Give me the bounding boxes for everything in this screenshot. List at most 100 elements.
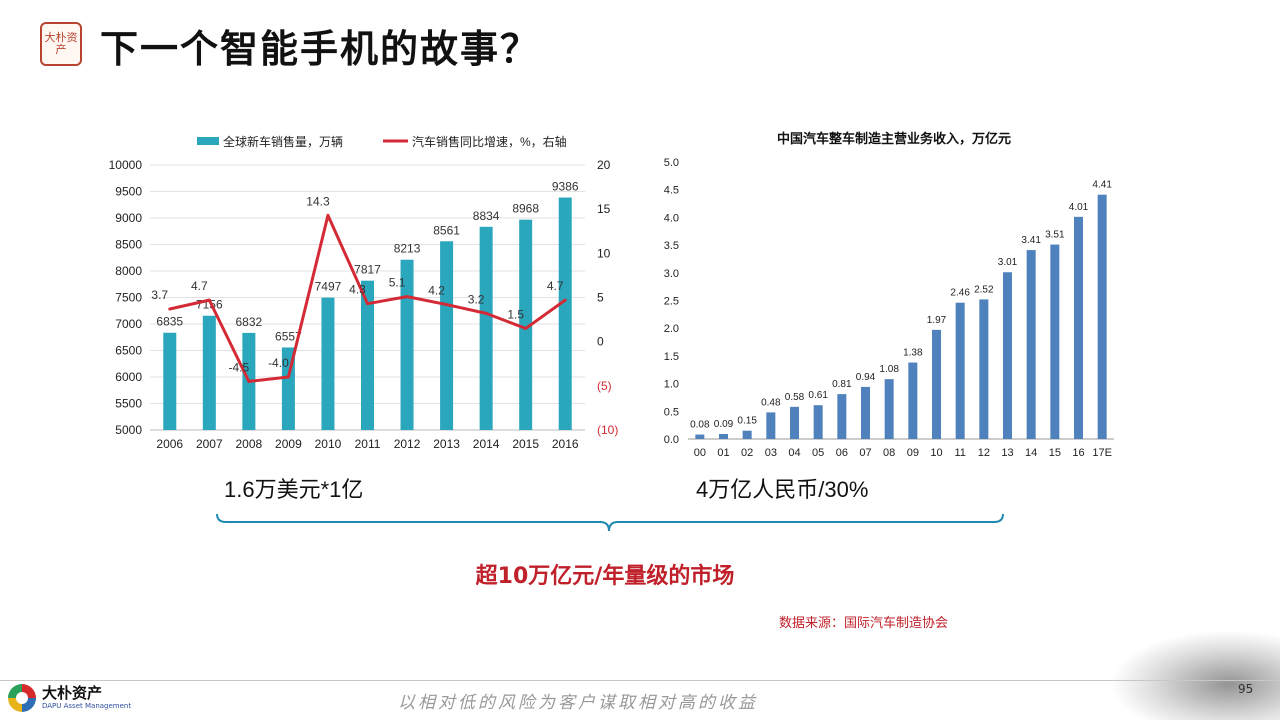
x-axis-tick-label: 10 — [930, 447, 942, 459]
data-source: 数据来源：国际汽车制造协会 — [779, 616, 949, 631]
legend-bar-swatch — [197, 137, 219, 145]
growth-point — [168, 307, 172, 311]
sales-bar-label: 9386 — [552, 180, 579, 194]
revenue-bar — [884, 379, 894, 439]
sales-bar — [163, 332, 177, 430]
growth-point-label: 3.2 — [468, 292, 485, 306]
revenue-bar-label: 2.52 — [974, 284, 994, 295]
growth-point — [207, 298, 211, 302]
growth-point-label: 3.7 — [151, 288, 168, 302]
revenue-bar-label: 1.97 — [927, 315, 947, 326]
company-logo: 大朴资产 DAPU Asset Management — [8, 684, 131, 712]
revenue-bar-label: 1.38 — [903, 348, 923, 359]
left-axis-tick-label: 9000 — [115, 211, 142, 225]
revenue-bar-label: 3.41 — [1021, 235, 1041, 246]
ink-mountain-decoration — [1110, 630, 1280, 720]
sales-bar-label: 8968 — [512, 202, 539, 216]
growth-point — [484, 311, 488, 315]
y-axis-tick-label: 1.5 — [664, 351, 679, 363]
revenue-bar-label: 0.58 — [785, 392, 805, 403]
x-axis-tick-label: 17E — [1092, 447, 1112, 459]
growth-point-label: 1.5 — [507, 307, 524, 321]
sales-bar — [400, 259, 414, 430]
x-axis-tick-label: 15 — [1049, 447, 1061, 459]
x-axis-tick-label: 08 — [883, 447, 895, 459]
y-axis-tick-label: 0.0 — [664, 434, 679, 446]
revenue-bar-label: 0.09 — [714, 419, 734, 430]
sales-bar-label: 7817 — [354, 263, 381, 277]
y-axis-tick-label: 2.0 — [664, 323, 679, 335]
x-axis-tick-label: 2014 — [473, 437, 500, 451]
revenue-bar — [955, 302, 965, 439]
left-caption: 1.6万美元*1亿 — [224, 477, 364, 502]
growth-point-label: 5.1 — [389, 276, 406, 290]
brand-seal: 大朴资产 — [40, 22, 82, 66]
revenue-bar — [1097, 194, 1107, 439]
seal-text: 大朴资产 — [44, 31, 78, 56]
right-axis-tick-label: (5) — [597, 379, 612, 393]
growth-point-label: 4.2 — [428, 284, 445, 298]
x-axis-tick-label: 2016 — [552, 437, 579, 451]
left-axis-tick-label: 5000 — [115, 423, 142, 437]
growth-point — [563, 298, 567, 302]
x-axis-tick-label: 2009 — [275, 437, 302, 451]
x-axis-tick-label: 2015 — [512, 437, 539, 451]
sales-bar — [519, 219, 533, 430]
x-axis-tick-label: 01 — [717, 447, 729, 459]
revenue-bar — [1074, 216, 1083, 439]
y-axis-tick-label: 2.5 — [664, 296, 679, 308]
revenue-bar-label: 4.41 — [1092, 180, 1112, 191]
sales-bar-label: 7497 — [315, 280, 342, 294]
sales-bar — [361, 280, 374, 430]
growth-point — [524, 326, 528, 330]
y-axis-tick-label: 0.5 — [664, 406, 679, 418]
logo-english-name: DAPU Asset Management — [42, 702, 132, 710]
revenue-bar-label: 4.01 — [1069, 202, 1089, 213]
sales-bar-label: 8561 — [433, 223, 460, 237]
grouping-brace-path — [216, 513, 1004, 532]
growth-point-label: 4.3 — [349, 283, 366, 297]
sales-bar — [440, 241, 454, 430]
revenue-bar-label: 0.08 — [690, 420, 710, 431]
growth-point-label: -4.0 — [268, 356, 289, 370]
left-axis-tick-label: 7500 — [115, 291, 142, 305]
left-axis-tick-label: 10000 — [109, 158, 143, 172]
chart-title: 中国汽车整车制造主营业务收入，万亿元 — [777, 131, 1011, 146]
revenue-bar — [908, 362, 918, 439]
left-axis-tick-label: 7000 — [115, 317, 142, 331]
y-axis-tick-label: 4.0 — [664, 212, 679, 224]
x-axis-tick-label: 12 — [978, 447, 990, 459]
y-axis-tick-label: 4.5 — [664, 185, 679, 197]
x-axis-tick-label: 2012 — [394, 437, 421, 451]
right-axis-tick-label: 15 — [597, 202, 611, 216]
revenue-bar — [861, 386, 870, 439]
footer-divider — [0, 680, 1280, 681]
logo-icon — [8, 684, 36, 712]
revenue-bar-label: 0.61 — [808, 390, 828, 401]
sales-bar-label: 6832 — [236, 315, 263, 329]
revenue-bar — [1050, 244, 1060, 439]
x-axis-tick-label: 2010 — [315, 437, 342, 451]
x-axis-tick-label: 04 — [788, 447, 800, 459]
x-axis-tick-label: 07 — [859, 447, 871, 459]
growth-point — [366, 302, 369, 306]
logo-name: 大朴资产 — [42, 684, 103, 702]
y-axis-tick-label: 5.0 — [664, 157, 679, 169]
x-axis-tick-label: 00 — [694, 447, 706, 459]
sales-bar-label: 8834 — [473, 209, 500, 223]
page-title: 下一个智能手机的故事？ — [100, 27, 541, 71]
x-axis-tick-label: 2006 — [156, 437, 183, 451]
x-axis-tick-label: 16 — [1072, 447, 1084, 459]
growth-point-label: -4.5 — [229, 360, 250, 374]
right-axis-tick-label: 5 — [597, 291, 604, 305]
revenue-bar — [813, 405, 823, 439]
sales-bar — [321, 297, 335, 430]
sales-bar — [558, 197, 572, 430]
x-axis-tick-label: 2007 — [196, 437, 223, 451]
x-axis-tick-label: 02 — [741, 447, 753, 459]
x-axis-tick-label: 2013 — [433, 437, 460, 451]
y-axis-tick-label: 1.0 — [664, 379, 679, 391]
